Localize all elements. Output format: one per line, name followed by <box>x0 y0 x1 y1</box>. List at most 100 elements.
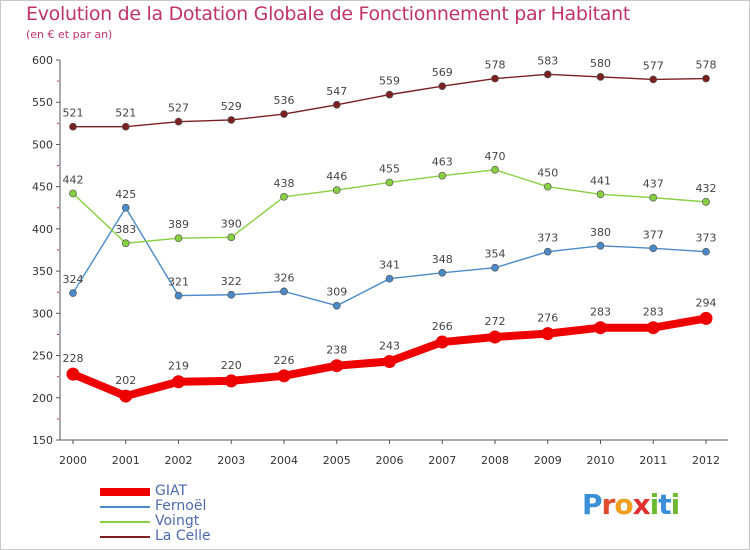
data-label-la-celle: 580 <box>590 57 611 70</box>
x-tick-label: 2006 <box>376 454 404 467</box>
data-point-fernoel <box>332 301 341 310</box>
data-label-giat: 283 <box>590 306 611 319</box>
data-label-giat: 294 <box>696 296 717 309</box>
x-tick-label: 2008 <box>481 454 509 467</box>
data-label-voingt: 438 <box>274 177 295 190</box>
data-label-giat: 243 <box>379 339 400 352</box>
data-point-fernoel <box>543 247 552 256</box>
data-label-fernoel: 321 <box>168 276 189 289</box>
data-point-voingt <box>543 182 552 191</box>
legend-label-voingt: Voingt <box>155 513 200 529</box>
data-point-la-celle <box>280 110 288 118</box>
data-label-voingt: 390 <box>221 217 242 230</box>
data-label-voingt: 442 <box>63 173 84 186</box>
data-label-giat: 219 <box>168 360 189 373</box>
data-label-voingt: 389 <box>168 218 189 231</box>
data-point-voingt <box>702 198 710 206</box>
data-point-la-celle <box>491 74 499 83</box>
data-point-la-celle <box>121 122 130 131</box>
legend-swatch-voingt <box>100 521 150 523</box>
data-label-voingt: 441 <box>590 174 611 187</box>
data-point-voingt <box>280 192 288 201</box>
x-tick-label: 2001 <box>112 454 140 467</box>
data-label-fernoel: 341 <box>379 259 400 272</box>
x-tick-label: 2007 <box>428 454 456 467</box>
data-point-voingt <box>385 178 394 187</box>
data-point-la-celle <box>332 100 341 109</box>
x-tick-label: 2000 <box>59 454 87 467</box>
chart-subtitle: (en € et par an) <box>26 28 113 41</box>
proxiti-logo: Proxiti <box>582 488 681 521</box>
data-point-la-celle <box>543 70 552 79</box>
logo-letter: o <box>614 488 633 521</box>
logo-letter: x <box>632 488 651 521</box>
data-point-fernoel <box>385 274 394 283</box>
data-label-fernoel: 322 <box>221 275 242 288</box>
data-label-fernoel: 326 <box>274 271 295 284</box>
logo-letter: r <box>601 488 616 521</box>
data-point-giat <box>224 374 238 388</box>
data-label-la-celle: 578 <box>485 59 506 72</box>
data-point-fernoel <box>649 244 658 253</box>
data-point-fernoel <box>174 291 183 300</box>
data-label-la-celle: 559 <box>379 75 400 88</box>
x-tick-label: 2011 <box>639 454 667 467</box>
y-tick-label: 500 <box>32 138 53 151</box>
legend-swatch-la-celle <box>100 536 150 538</box>
data-point-voingt <box>69 189 77 198</box>
data-point-giat <box>488 330 502 344</box>
y-tick-label: 200 <box>32 392 53 405</box>
data-point-la-celle <box>385 90 394 99</box>
legend-item-fernoel: Fernoël <box>100 499 260 514</box>
data-label-voingt: 450 <box>537 167 558 180</box>
legend-label-giat: GIAT <box>155 483 188 499</box>
data-point-giat <box>383 354 396 368</box>
data-point-la-celle <box>438 82 447 91</box>
data-point-voingt <box>227 233 236 242</box>
chart-title: Evolution de la Dotation Globale de Fonc… <box>26 3 631 25</box>
data-point-la-celle <box>227 116 236 124</box>
x-tick-label: 2003 <box>217 454 245 467</box>
data-label-fernoel: 354 <box>485 248 506 261</box>
data-label-voingt: 455 <box>379 162 400 175</box>
data-label-fernoel: 324 <box>63 273 84 286</box>
data-label-la-celle: 583 <box>537 54 558 67</box>
data-label-giat: 276 <box>537 312 558 325</box>
logo-letter: t <box>658 488 671 521</box>
y-tick-label: 600 <box>32 54 53 67</box>
data-point-voingt <box>491 165 499 174</box>
data-label-giat: 202 <box>115 374 136 387</box>
data-label-giat: 283 <box>643 306 664 319</box>
data-label-la-celle: 529 <box>221 100 242 113</box>
data-point-voingt <box>121 239 130 248</box>
data-point-fernoel <box>491 263 499 272</box>
data-label-la-celle: 578 <box>696 59 717 72</box>
data-label-fernoel: 377 <box>643 228 664 241</box>
legend-item-voingt: Voingt <box>100 514 260 529</box>
legend-item-giat: GIAT <box>100 484 260 499</box>
data-point-giat <box>435 335 449 349</box>
data-label-la-celle: 536 <box>274 94 295 107</box>
data-label-la-celle: 527 <box>168 102 189 115</box>
data-point-voingt <box>649 193 658 202</box>
data-point-fernoel <box>69 289 77 297</box>
data-point-fernoel <box>702 247 710 256</box>
y-tick-label: 250 <box>32 350 53 363</box>
data-label-voingt: 470 <box>485 150 506 163</box>
data-point-la-celle <box>69 122 77 131</box>
data-point-voingt <box>174 234 183 243</box>
data-label-fernoel: 373 <box>696 232 717 245</box>
x-tick-label: 2005 <box>323 454 351 467</box>
data-label-voingt: 432 <box>696 182 717 195</box>
data-label-fernoel: 425 <box>115 188 136 201</box>
legend-swatch-giat <box>100 488 150 496</box>
logo-letter: i <box>670 488 681 521</box>
data-point-giat <box>277 369 291 383</box>
data-point-voingt <box>438 171 447 180</box>
logo-letter: P <box>582 488 603 521</box>
y-tick-label: 550 <box>32 96 53 109</box>
y-tick-label: 400 <box>32 223 53 236</box>
y-tick-label: 300 <box>32 307 53 320</box>
y-tick-label: 150 <box>32 434 53 447</box>
